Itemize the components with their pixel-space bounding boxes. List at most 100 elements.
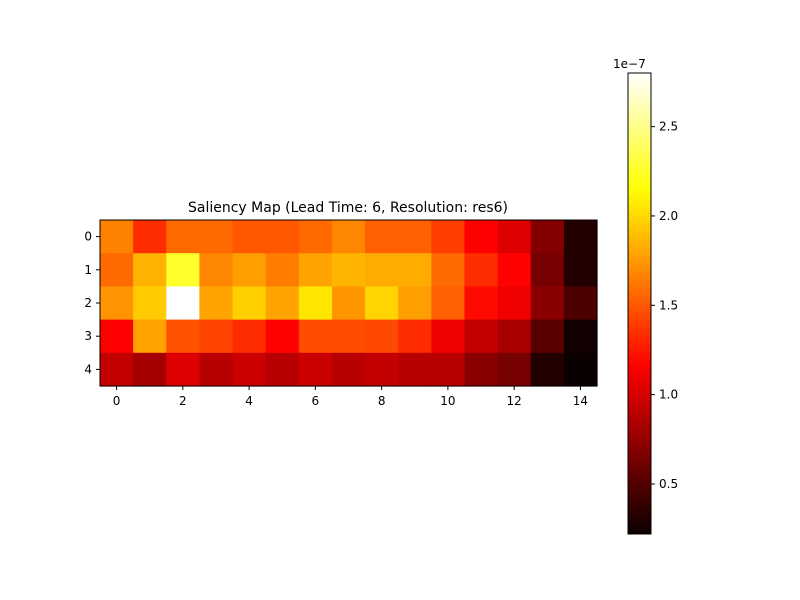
heatmap-cell: [331, 319, 366, 354]
colorbar-tick-label: 1.5: [659, 298, 678, 312]
heatmap-cell: [232, 352, 267, 387]
heatmap-cell: [232, 220, 267, 254]
heatmap-cell: [298, 352, 333, 387]
heatmap-cell: [398, 319, 432, 354]
heatmap-cell: [265, 220, 300, 254]
heatmap-cell: [199, 352, 234, 387]
heatmap-cell: [365, 253, 399, 287]
heatmap-cell: [331, 220, 366, 254]
heatmap-cell: [232, 319, 267, 354]
x-tick-label: 8: [378, 394, 386, 408]
y-axis: 0 1 2 3 4: [84, 230, 100, 376]
heatmap-cell: [232, 286, 267, 321]
heatmap-cell: [365, 319, 399, 354]
heatmap-cell: [398, 352, 432, 387]
heatmap-cell: [530, 253, 565, 287]
heatmap-cell: [265, 352, 300, 387]
heatmap-cell: [331, 253, 366, 287]
x-tick-label: 12: [507, 394, 522, 408]
colorbar-tick-label: 0.5: [659, 477, 678, 491]
heatmap-cell: [398, 253, 432, 287]
heatmap-cell: [199, 286, 234, 321]
heatmap-cell: [563, 352, 598, 387]
heatmap-cell: [166, 319, 200, 354]
heatmap-cell: [497, 286, 532, 321]
heatmap-cell: [530, 220, 565, 254]
chart-title: Saliency Map (Lead Time: 6, Resolution: …: [188, 200, 508, 216]
heatmap-cell: [100, 352, 134, 387]
x-tick-label: 2: [179, 394, 187, 408]
heatmap-cell: [100, 286, 134, 321]
heatmap-cell: [464, 220, 499, 254]
heatmap-cell: [100, 253, 134, 287]
heatmap-cell: [133, 286, 167, 321]
heatmap-cell: [464, 253, 499, 287]
heatmap-cell: [166, 253, 200, 287]
heatmap-cell: [133, 253, 167, 287]
colorbar-tick-label: 1.0: [659, 388, 678, 402]
heatmap-cell: [199, 220, 234, 254]
heatmap-cell: [133, 352, 167, 387]
heatmap-cell: [100, 319, 134, 354]
colorbar-tick-label: 2.0: [659, 209, 678, 223]
heatmap-cell: [365, 352, 399, 387]
heatmap-cell: [530, 319, 565, 354]
heatmap-cell: [431, 286, 466, 321]
heatmap-cell: [265, 253, 300, 287]
colorbar-offset-label: 1e−7: [613, 57, 646, 71]
heatmap-cell: [331, 352, 366, 387]
heatmap-cell: [497, 253, 532, 287]
heatmap-cell: [133, 220, 167, 254]
heatmap-cell: [563, 220, 598, 254]
heatmap-cell: [166, 286, 200, 321]
y-tick-label: 4: [84, 362, 92, 376]
heatmap-cell: [100, 220, 134, 254]
x-tick-label: 14: [573, 394, 588, 408]
heatmap-cell: [331, 286, 366, 321]
heatmap-cell: [431, 352, 466, 387]
heatmap-cell: [497, 319, 532, 354]
y-tick-label: 1: [84, 263, 92, 277]
y-tick-label: 0: [84, 230, 92, 244]
heatmap-cell: [398, 220, 432, 254]
x-tick-label: 10: [440, 394, 455, 408]
heatmap-cell: [431, 319, 466, 354]
heatmap-cells: [100, 220, 598, 387]
heatmap-cell: [431, 220, 466, 254]
x-tick-label: 4: [245, 394, 253, 408]
colorbar-tick-label: 2.5: [659, 120, 678, 134]
colorbar: [627, 72, 652, 535]
heatmap-cell: [464, 286, 499, 321]
y-tick-label: 3: [84, 329, 92, 343]
heatmap-cell: [464, 319, 499, 354]
heatmap-cell: [530, 352, 565, 387]
heatmap-cell: [199, 319, 234, 354]
heatmap-cell: [365, 286, 399, 321]
heatmap-cell: [133, 319, 167, 354]
heatmap-cell: [298, 286, 333, 321]
x-tick-label: 6: [312, 394, 320, 408]
heatmap-cell: [497, 220, 532, 254]
heatmap-cell: [298, 253, 333, 287]
heatmap-cell: [166, 352, 200, 387]
heatmap-cell: [563, 253, 598, 287]
heatmap-cell: [166, 220, 200, 254]
heatmap-cell: [563, 286, 598, 321]
y-tick-label: 2: [84, 296, 92, 310]
heatmap-cell: [199, 253, 234, 287]
heatmap-cell: [464, 352, 499, 387]
heatmap-cell: [530, 286, 565, 321]
heatmap-cell: [298, 319, 333, 354]
heatmap-cell: [265, 319, 300, 354]
colorbar-axis: 0.5 1.0 1.5 2.0 2.5: [651, 120, 678, 491]
heatmap-cell: [398, 286, 432, 321]
heatmap-cell: [265, 286, 300, 321]
heatmap-cell: [563, 319, 598, 354]
heatmap-cell: [431, 253, 466, 287]
heatmap-cell: [298, 220, 333, 254]
x-tick-label: 0: [113, 394, 121, 408]
heatmap-cell: [497, 352, 532, 387]
heatmap-cell: [232, 253, 267, 287]
x-axis: 0 2 4 6 8 10 12 14: [113, 386, 588, 408]
